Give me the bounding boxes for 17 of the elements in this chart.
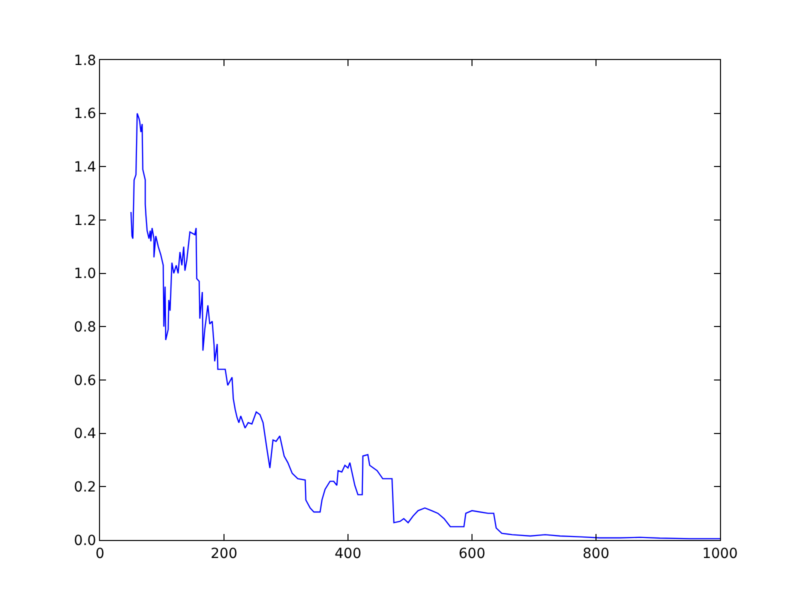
y-tick-label: 0.6 [74, 372, 96, 389]
y-tick-label: 1.8 [74, 52, 96, 69]
y-tick-label: 1.4 [74, 160, 96, 176]
y-tick-label: 1.0 [74, 266, 96, 282]
x-tick-label: 200 [210, 546, 238, 562]
y-tick-label: 0.8 [74, 320, 96, 336]
line-series [130, 112, 720, 540]
y-tick-label: 0.4 [74, 426, 96, 442]
y-tick-label: 1.6 [74, 106, 96, 122]
x-tick-label: 600 [458, 546, 486, 562]
y-tick-label: 0.2 [74, 480, 96, 496]
y-tick-label: 1.2 [74, 212, 96, 229]
x-tick-label: 400 [334, 546, 362, 562]
y-tick-label: 0.0 [74, 532, 96, 549]
x-tick-label: 0 [96, 546, 104, 562]
x-tick-label: 1000 [702, 546, 738, 562]
x-tick-label: 800 [582, 546, 610, 562]
